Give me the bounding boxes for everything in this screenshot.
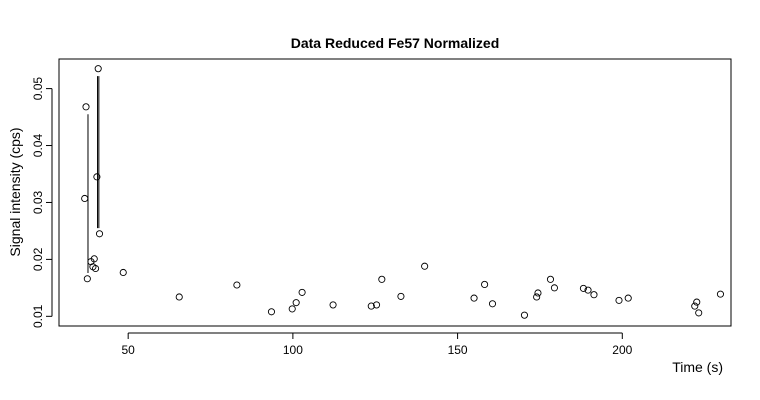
y-axis: 0.01 0.02 0.03 0.04 0.05: [31, 77, 53, 328]
data-point: [590, 291, 598, 299]
x-tick-label: 50: [121, 343, 135, 357]
data-point: [693, 298, 701, 306]
y-tick-label: 0.04: [31, 134, 45, 158]
data-point: [397, 292, 405, 300]
data-point: [373, 301, 381, 309]
y-axis-label: Signal intensity (cps): [7, 127, 23, 256]
data-point: [233, 281, 241, 289]
x-tick-label: 150: [448, 343, 468, 357]
data-point: [470, 294, 478, 302]
x-axis-label: Time (s): [672, 359, 723, 375]
y-tick-label: 0.01: [31, 304, 45, 328]
data-point: [615, 296, 623, 304]
data-point: [691, 302, 699, 310]
data-point: [94, 65, 102, 73]
data-point: [82, 103, 90, 111]
data-point: [92, 264, 100, 273]
data-point: [93, 173, 101, 181]
data-point: [329, 301, 337, 309]
data-point: [83, 275, 91, 283]
data-point: [175, 293, 183, 301]
y-tick-label: 0.02: [31, 247, 45, 271]
data-point: [520, 311, 529, 319]
data-point: [421, 262, 429, 270]
data-point: [579, 284, 587, 292]
data-point: [90, 255, 98, 263]
data-point: [584, 286, 592, 294]
data-point: [267, 308, 276, 316]
data-point: [550, 284, 558, 292]
data-point: [481, 280, 489, 288]
data-point: [378, 275, 386, 283]
x-tick-label: 100: [283, 343, 303, 357]
y-tick-label: 0.05: [31, 77, 45, 101]
x-tick-label: 200: [612, 343, 632, 357]
data-point: [716, 290, 725, 298]
chart-title: Data Reduced Fe57 Normalized: [291, 35, 500, 51]
data-point: [695, 309, 703, 317]
y-tick-label: 0.03: [31, 190, 45, 214]
data-point: [298, 288, 306, 296]
data-point: [488, 300, 497, 308]
data-points: [81, 65, 725, 319]
data-point: [533, 293, 541, 301]
data-point: [95, 230, 104, 238]
data-point: [367, 302, 375, 310]
data-point: [288, 305, 296, 313]
data-point: [292, 299, 300, 307]
data-point: [534, 289, 542, 297]
x-axis: 50 100 150 200: [121, 332, 633, 357]
plot-frame: [58, 58, 732, 327]
data-point: [81, 194, 89, 203]
vertical-segments: [87, 76, 100, 274]
data-point: [119, 268, 127, 277]
data-point: [546, 275, 555, 283]
data-point: [624, 294, 632, 302]
